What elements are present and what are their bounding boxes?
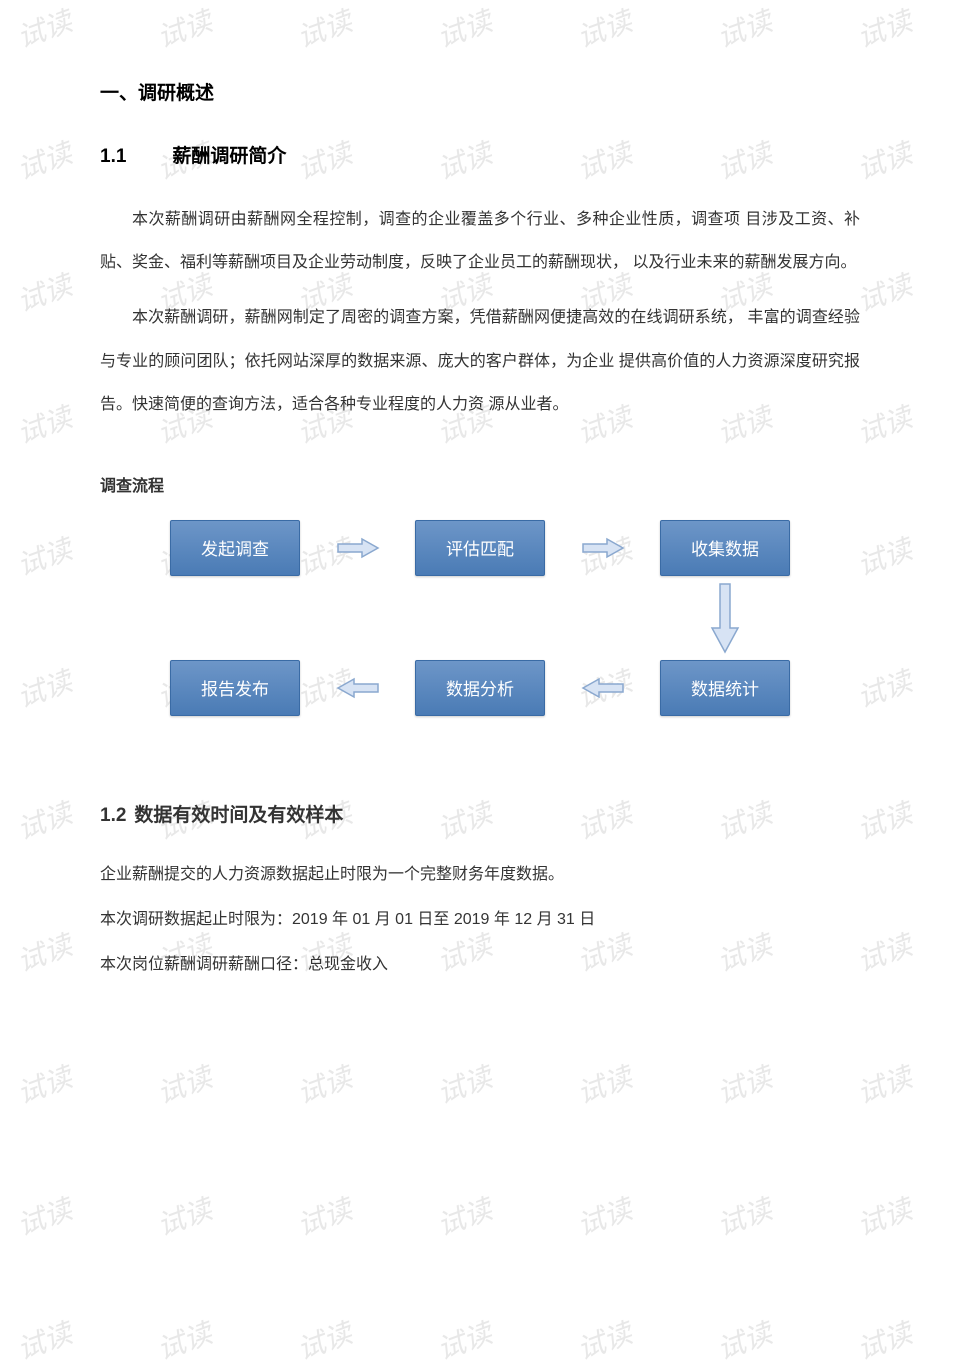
section-1-1-heading: 1.1 薪酬调研简介 xyxy=(100,141,860,168)
flow-node-stats: 数据统计 xyxy=(660,660,790,716)
watermark: 试读 xyxy=(291,1056,357,1113)
section-1-2-heading: 1.2 数据有效时间及有效样本 xyxy=(100,800,860,827)
arrow-right-icon xyxy=(336,536,380,560)
arrow-right-icon xyxy=(581,536,625,560)
arrow-left-icon xyxy=(581,676,625,700)
section-1-1-num: 1.1 xyxy=(100,146,126,168)
watermark: 试读 xyxy=(571,1056,637,1113)
watermark: 试读 xyxy=(291,1312,357,1368)
flow-node-analyze: 数据分析 xyxy=(415,660,545,716)
section-1-1-para-2: 本次薪酬调研，薪酬网制定了周密的调查方案，凭借薪酬网便捷高效的在线调研系统， 丰… xyxy=(100,296,860,426)
watermark: 试读 xyxy=(291,1188,357,1245)
flow-node-start: 发起调查 xyxy=(170,520,300,576)
flow-diagram: 发起调查 评估匹配 收集数据 报告发布 数据分析 数据统计 xyxy=(170,520,790,730)
arrow-down-icon xyxy=(710,582,740,654)
watermark: 试读 xyxy=(431,1312,497,1368)
page-content: 一、调研概述 1.1 薪酬调研简介 本次薪酬调研由薪酬网全程控制，调查的企业覆盖多… xyxy=(0,0,960,1027)
flow-node-collect: 收集数据 xyxy=(660,520,790,576)
watermark: 试读 xyxy=(11,1056,77,1113)
watermark: 试读 xyxy=(711,1312,777,1368)
section-1-2-num: 1.2 xyxy=(100,805,126,826)
watermark: 试读 xyxy=(851,1188,917,1245)
watermark: 试读 xyxy=(151,1312,217,1368)
section-1-2-line-1: 企业薪酬提交的人力资源数据起止时限为一个完整财务年度数据。 xyxy=(100,853,860,898)
arrow-left-icon xyxy=(336,676,380,700)
flow-node-report: 报告发布 xyxy=(170,660,300,716)
section-1-1-para-1: 本次薪酬调研由薪酬网全程控制，调查的企业覆盖多个行业、多种企业性质，调查项 目涉… xyxy=(100,198,860,284)
watermark: 试读 xyxy=(711,1056,777,1113)
section-1-2-line-2: 本次调研数据起止时限为：2019 年 01 月 01 日至 2019 年 12 … xyxy=(100,898,860,943)
section-1-2-line-3: 本次岗位薪酬调研薪酬口径：总现金收入 xyxy=(100,943,860,988)
section-1-2-title: 数据有效时间及有效样本 xyxy=(134,805,343,826)
watermark: 试读 xyxy=(851,1056,917,1113)
flow-node-evaluate: 评估匹配 xyxy=(415,520,545,576)
watermark: 试读 xyxy=(431,1056,497,1113)
watermark: 试读 xyxy=(151,1188,217,1245)
watermark: 试读 xyxy=(11,1312,77,1368)
watermark: 试读 xyxy=(151,1056,217,1113)
section-1-1-title: 薪酬调研简介 xyxy=(172,146,286,167)
section-1-heading: 一、调研概述 xyxy=(100,78,860,105)
flow-heading: 调查流程 xyxy=(100,472,860,496)
watermark: 试读 xyxy=(571,1188,637,1245)
watermark: 试读 xyxy=(11,1188,77,1245)
watermark: 试读 xyxy=(571,1312,637,1368)
watermark: 试读 xyxy=(431,1188,497,1245)
watermark: 试读 xyxy=(711,1188,777,1245)
watermark: 试读 xyxy=(851,1312,917,1368)
